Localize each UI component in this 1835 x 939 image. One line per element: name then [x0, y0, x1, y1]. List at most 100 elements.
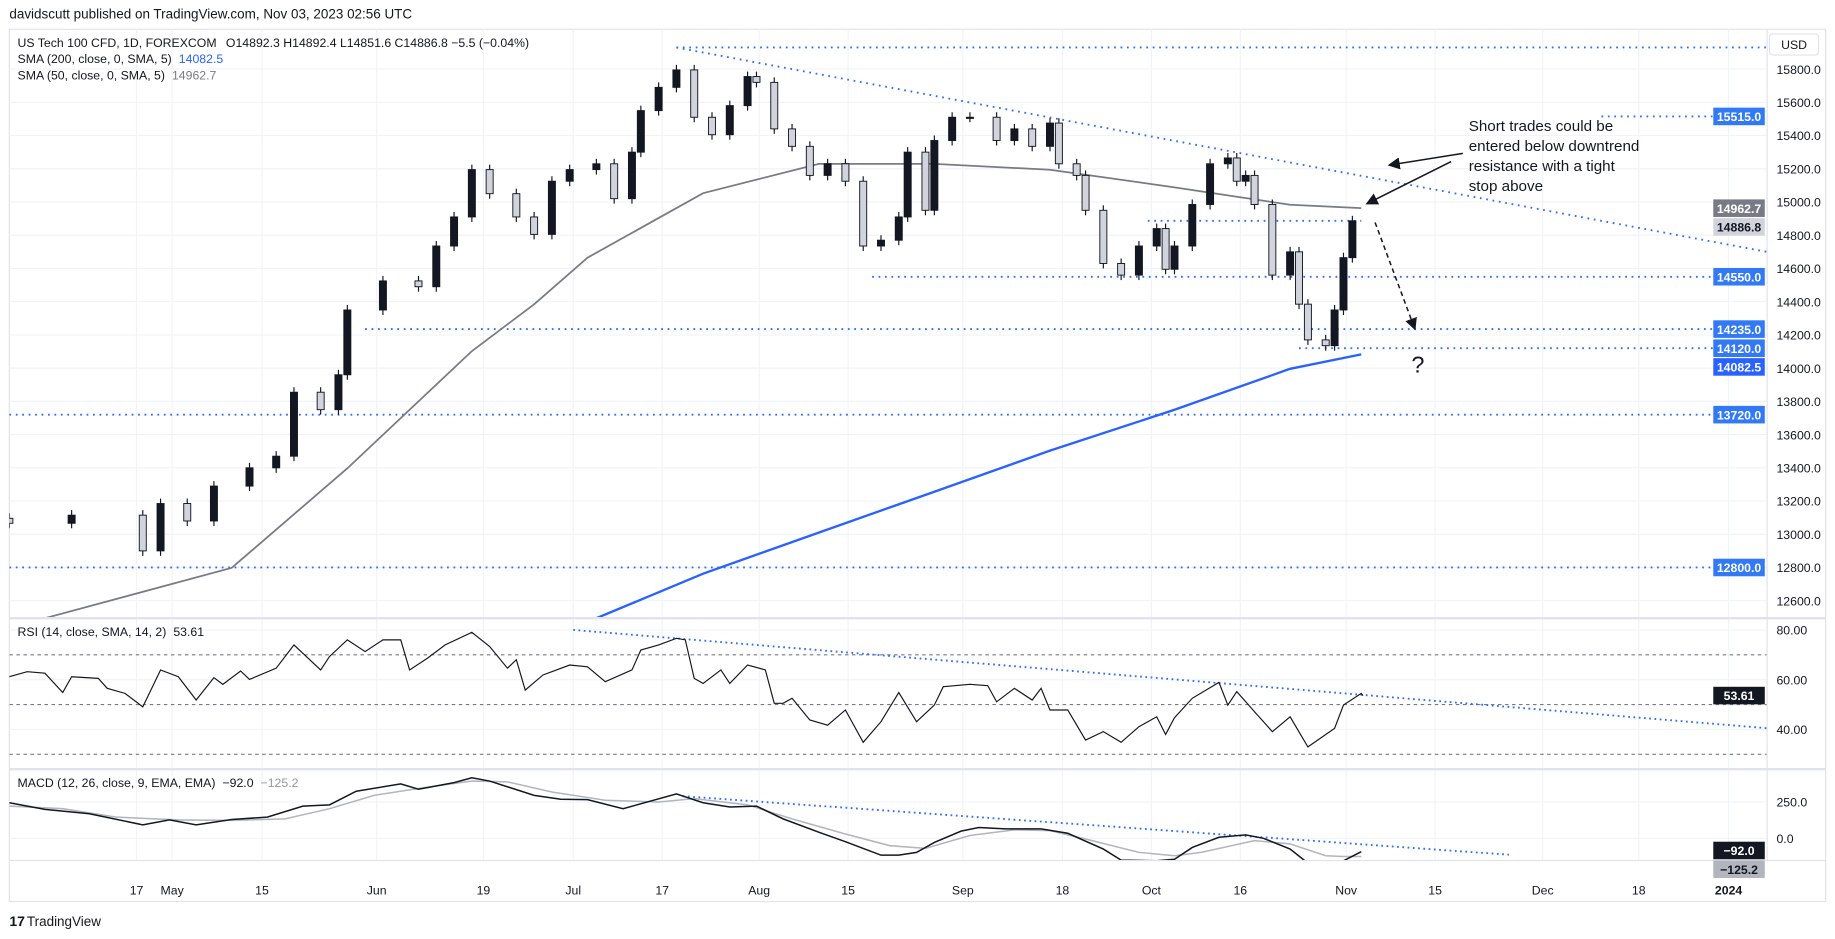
currency-button[interactable]: [1768, 33, 1820, 56]
rsi-line[interactable]: [9, 631, 1364, 748]
candle[interactable]: [512, 188, 521, 222]
candle[interactable]: [1054, 118, 1063, 169]
candle[interactable]: [450, 211, 459, 252]
annotation-arrow[interactable]: [1387, 152, 1463, 170]
candle[interactable]: [209, 481, 218, 526]
candle[interactable]: [770, 77, 779, 134]
legend-macd: MACD (12, 26, close, 9, EMA, EMA) −92.0 −1…: [18, 776, 299, 790]
candle[interactable]: [1117, 258, 1126, 281]
price-axis[interactable]: 15800.0 15600.0 15400.0 15200.0 15000.0 14800…: [1776, 63, 1821, 846]
candle[interactable]: [6, 513, 14, 529]
level-price-badge-bg: [1713, 320, 1765, 338]
candle[interactable]: [725, 100, 734, 140]
candle[interactable]: [992, 112, 1001, 146]
candle[interactable]: [1045, 118, 1054, 152]
candle[interactable]: [1232, 152, 1241, 187]
tradingview-logo[interactable]: 17 TradingView: [9, 913, 101, 929]
price-pane[interactable]: [6, 46, 1768, 619]
candle[interactable]: [903, 147, 912, 222]
candle[interactable]: [948, 112, 957, 146]
candle[interactable]: [1268, 199, 1277, 281]
candle[interactable]: [245, 462, 254, 492]
macd-trend-line[interactable]: [682, 795, 1509, 856]
rsi-pane[interactable]: [9, 628, 1768, 755]
candle[interactable]: [343, 304, 352, 380]
candle-body: [690, 69, 699, 118]
candle[interactable]: [1028, 123, 1037, 152]
candle[interactable]: [156, 498, 165, 556]
candle[interactable]: [592, 158, 601, 175]
candle[interactable]: [138, 510, 147, 556]
candle[interactable]: [414, 275, 423, 292]
candle[interactable]: [1152, 223, 1161, 252]
sma50-line[interactable]: [44, 163, 1362, 619]
candle[interactable]: [1321, 334, 1330, 351]
candle[interactable]: [530, 211, 539, 240]
candle[interactable]: [1161, 223, 1170, 275]
candle[interactable]: [1241, 170, 1250, 187]
candle[interactable]: [859, 176, 868, 252]
candle[interactable]: [378, 275, 387, 315]
candle[interactable]: [272, 451, 281, 473]
macd-line[interactable]: [9, 776, 1362, 866]
candle[interactable]: [1206, 158, 1215, 210]
candle[interactable]: [805, 141, 814, 181]
candle[interactable]: [823, 158, 832, 181]
candle[interactable]: [1330, 304, 1339, 351]
candle[interactable]: [432, 241, 441, 292]
candle[interactable]: [672, 64, 681, 93]
candle-body: [636, 110, 645, 153]
candle-body: [841, 163, 850, 182]
time-tick: 15: [255, 884, 269, 898]
sma200-line[interactable]: [595, 353, 1362, 619]
candle[interactable]: [1134, 241, 1143, 281]
candle[interactable]: [1010, 123, 1019, 146]
downtrend-line[interactable]: [676, 46, 1768, 253]
candle[interactable]: [67, 510, 76, 529]
candle[interactable]: [1339, 252, 1348, 315]
candle[interactable]: [1081, 170, 1090, 216]
candle[interactable]: [654, 82, 663, 116]
macd-value-badge: −92.0: [1724, 844, 1755, 858]
candle[interactable]: [485, 164, 494, 199]
macd-pane[interactable]: [9, 776, 1768, 866]
candle[interactable]: [930, 135, 939, 216]
candle[interactable]: [316, 387, 325, 415]
candle[interactable]: [877, 235, 885, 252]
candle[interactable]: [1295, 246, 1303, 310]
price-tick: 13200.0: [1776, 495, 1821, 509]
candle[interactable]: [921, 147, 930, 216]
candle[interactable]: [1072, 158, 1081, 181]
candle[interactable]: [1170, 241, 1179, 275]
candle[interactable]: [1188, 199, 1197, 252]
candle[interactable]: [894, 211, 903, 246]
candle[interactable]: [1348, 215, 1357, 263]
macd-label: MACD (12, 26, close, 9, EMA, EMA): [18, 776, 216, 790]
candle[interactable]: [708, 112, 716, 140]
candle[interactable]: [565, 164, 574, 187]
candle[interactable]: [1250, 170, 1259, 210]
candle[interactable]: [547, 176, 556, 240]
candle[interactable]: [610, 158, 619, 204]
candle[interactable]: [743, 71, 752, 111]
candle[interactable]: [841, 158, 850, 187]
candle[interactable]: [183, 498, 192, 526]
candle[interactable]: [1223, 152, 1232, 169]
candle[interactable]: [690, 64, 699, 123]
time-axis[interactable]: 17 May 15 Jun 19 Jul 17 Aug 15 Sep 18 Oct 16 Nov 15 Dec…: [130, 884, 1743, 898]
candle[interactable]: [1286, 246, 1295, 281]
candle[interactable]: [289, 387, 298, 462]
candle[interactable]: [627, 147, 636, 204]
candle[interactable]: [1099, 205, 1108, 269]
candle[interactable]: [965, 112, 974, 123]
candle[interactable]: [334, 369, 343, 415]
candle[interactable]: [636, 105, 645, 158]
annotation-arrow[interactable]: [1365, 160, 1452, 205]
candle[interactable]: [752, 71, 761, 88]
candle[interactable]: [467, 164, 476, 222]
projection-arrow[interactable]: [1374, 222, 1417, 331]
annotation-text[interactable]: Short trades could be entered below down…: [1469, 118, 1640, 195]
candle[interactable]: [788, 123, 797, 152]
candle[interactable]: [1303, 299, 1312, 345]
